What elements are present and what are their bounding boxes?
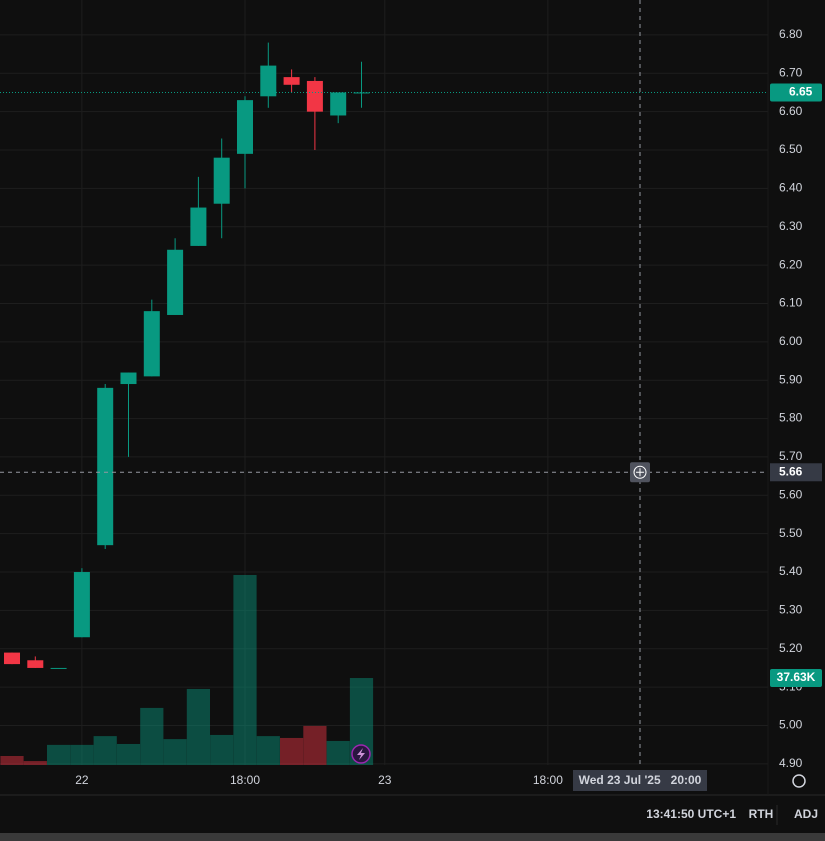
candle-body	[190, 207, 207, 246]
status-bar	[0, 797, 825, 833]
candle-body	[306, 80, 323, 112]
y-tick-label: 5.40	[779, 564, 803, 578]
volume-bar	[186, 688, 210, 765]
y-tick-label: 5.00	[779, 718, 803, 732]
y-tick-label: 6.60	[779, 104, 803, 118]
scrollbar	[0, 833, 825, 841]
x-tick-label: 23	[378, 773, 392, 787]
volume-bar	[233, 575, 257, 765]
y-tick-label: 5.50	[779, 526, 803, 540]
volume-label: 37.63K	[777, 670, 816, 684]
volume-bar	[256, 736, 280, 765]
volume-bar	[0, 755, 24, 765]
y-tick-label: 5.80	[779, 411, 803, 425]
y-tick-label: 4.90	[779, 756, 803, 770]
volume-layer	[0, 575, 374, 765]
volume-bar	[47, 744, 71, 765]
candle-body	[4, 652, 20, 665]
y-tick-label: 6.30	[779, 219, 803, 233]
volume-bar	[326, 740, 350, 765]
x-tick-label: 18:00	[533, 773, 563, 787]
y-tick-label: 5.90	[779, 372, 803, 386]
crosshair-time-box	[573, 770, 707, 791]
candle-body	[330, 92, 347, 116]
lightning-glyph	[357, 748, 365, 760]
crosshair-price-label: 5.66	[779, 464, 803, 478]
y-tick-label: 5.20	[779, 641, 803, 655]
candle-body	[27, 660, 44, 668]
crosshair-plus	[633, 465, 647, 479]
volume-bar	[23, 761, 47, 765]
settings-icon[interactable]	[792, 774, 806, 788]
status-time[interactable]: 13:41:50 UTC+1	[646, 807, 736, 821]
y-tick-label: 5.60	[779, 487, 803, 501]
volume-bar	[163, 739, 187, 765]
y-tick-label: 6.20	[779, 257, 803, 271]
last-price-box	[770, 83, 822, 102]
candle-body	[97, 387, 114, 546]
y-tick-label: 5.70	[779, 449, 803, 463]
x-tick-label: 18:00	[230, 773, 260, 787]
candle-layer	[4, 42, 370, 669]
x-tick-label: 22	[75, 773, 89, 787]
volume-bar	[70, 744, 94, 765]
y-tick-label: 6.40	[779, 181, 803, 195]
candle-body	[50, 667, 67, 669]
y-tick-label: 6.70	[779, 65, 803, 79]
volume-bar	[280, 737, 304, 765]
y-tick-label: 5.30	[779, 603, 803, 617]
volume-bar	[349, 678, 374, 765]
candle-body	[120, 372, 137, 385]
y-tick-label: 6.50	[779, 142, 803, 156]
volume-bar	[303, 725, 327, 765]
y-tick-label: 6.80	[779, 27, 803, 41]
candle-body	[143, 311, 160, 377]
crosshair-plus-glyph	[636, 468, 644, 477]
status-rth[interactable]: RTH	[749, 807, 774, 821]
candle-body	[213, 157, 230, 204]
crosshair-price-box	[770, 463, 822, 482]
status-adj[interactable]: ADJ	[794, 807, 818, 821]
crosshair-time-label: Wed 23 Jul '25 20:00	[579, 773, 702, 787]
volume-label-box	[770, 669, 822, 688]
volume-bar	[210, 734, 234, 765]
volume-bar	[93, 736, 117, 765]
candle-body	[237, 100, 253, 154]
volume-bar	[116, 743, 141, 765]
candle-body	[260, 65, 277, 97]
last-price-label: 6.65	[789, 85, 813, 99]
y-tick-label: 6.10	[779, 296, 803, 310]
candle-body	[283, 77, 300, 85]
candle-body	[353, 92, 370, 94]
candle-body	[167, 249, 184, 315]
candle-body	[73, 572, 90, 638]
volume-bar	[140, 707, 164, 765]
y-tick-label: 6.00	[779, 334, 803, 348]
